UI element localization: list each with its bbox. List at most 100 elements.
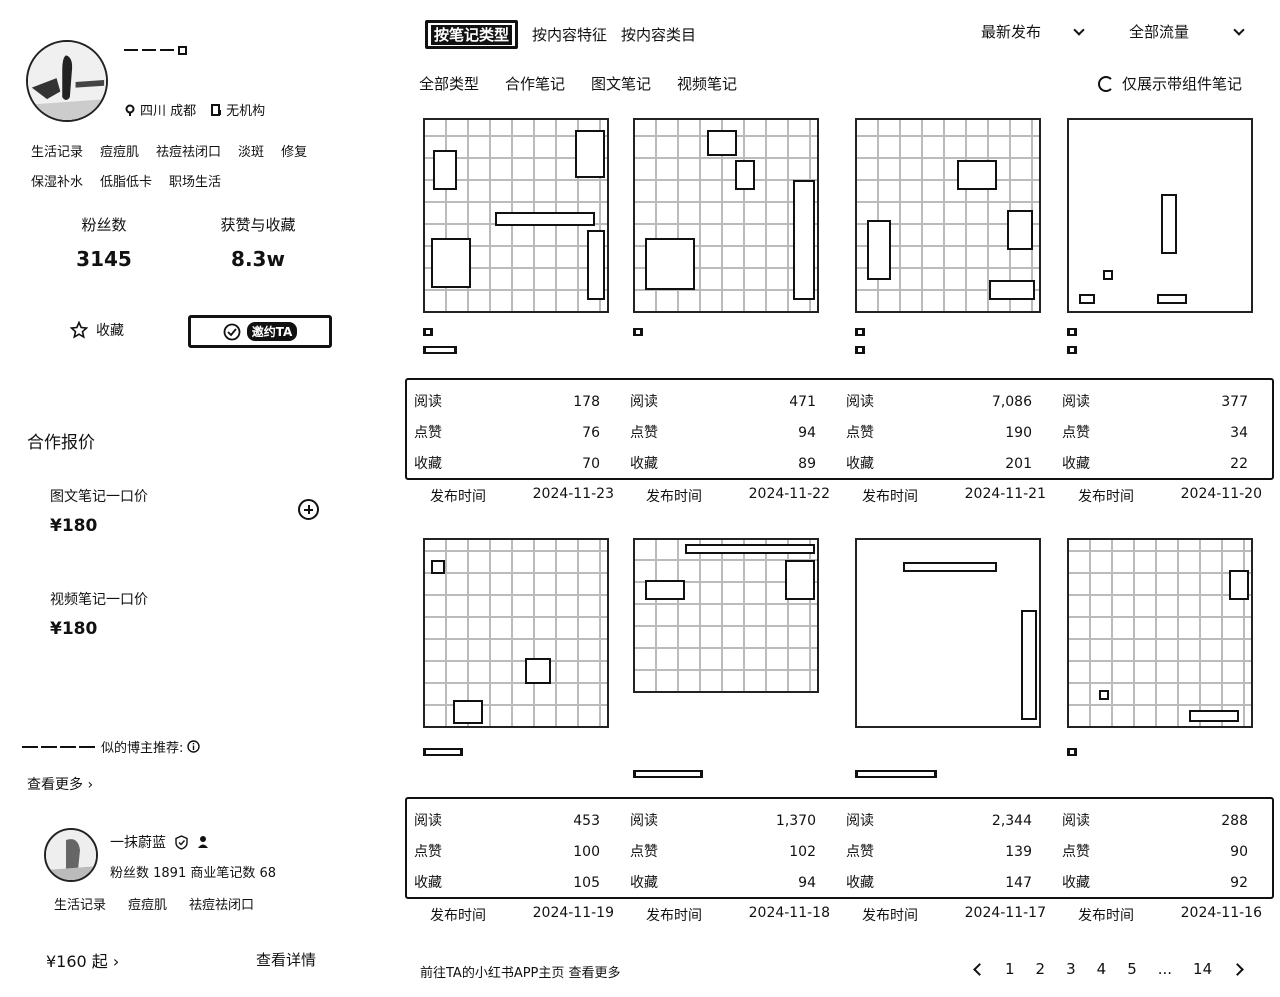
- next-page-icon[interactable]: [1231, 962, 1245, 976]
- tab-by-note-type[interactable]: 按笔记类型: [425, 20, 519, 49]
- component-only-toggle[interactable]: 仅展示带组件笔记: [1098, 73, 1242, 94]
- read-value: 471: [789, 394, 816, 410]
- page-number[interactable]: 2: [1035, 960, 1046, 978]
- note-title-redacted: [1067, 748, 1077, 756]
- date-label: 发布时间: [1078, 908, 1134, 924]
- date-value: 2024-11-18: [748, 905, 830, 921]
- note-title-redacted: [633, 770, 703, 778]
- page-number[interactable]: 3: [1066, 960, 1076, 978]
- star-icon: [70, 321, 88, 339]
- note-thumbnail[interactable]: [423, 118, 609, 313]
- date-label: 发布时间: [430, 489, 486, 505]
- prev-page-icon[interactable]: [973, 962, 986, 976]
- app-homepage-link[interactable]: 前往TA的小红书APP主页 查看更多: [420, 966, 621, 981]
- page-number[interactable]: 5: [1127, 960, 1137, 978]
- info-icon[interactable]: [187, 740, 201, 753]
- note-thumbnail[interactable]: [423, 538, 609, 728]
- price-value: ¥180: [50, 516, 98, 536]
- rec-name-row: 一抹蔚蓝: [110, 832, 209, 852]
- note-thumbnail[interactable]: [855, 118, 1041, 313]
- toggle-label: 仅展示带组件笔记: [1122, 75, 1243, 93]
- price-label: 视频笔记一口价: [50, 592, 148, 608]
- note-stats: 阅读 288 点赞 90 收藏 92: [1062, 806, 1248, 899]
- like-value: 90: [1230, 844, 1248, 860]
- page-number[interactable]: 1: [1005, 960, 1015, 978]
- page-number[interactable]: 4: [1096, 960, 1107, 978]
- plus-circle-icon[interactable]: [298, 499, 319, 520]
- traffic-dropdown[interactable]: 全部流量: [1129, 21, 1245, 42]
- similar-title-text: 似的博主推荐:: [101, 741, 184, 756]
- tag: 祛痘祛闭口: [156, 145, 222, 160]
- rec-avatar[interactable]: [44, 828, 98, 882]
- read-label: 阅读: [630, 394, 658, 410]
- fans-label: 粉丝数: [81, 216, 127, 234]
- note-title-redacted: [855, 328, 865, 354]
- like-value: 100: [573, 844, 600, 860]
- rec-tag-list: 生活记录 痘痘肌 祛痘祛闭口: [54, 894, 254, 913]
- note-title-redacted: [633, 328, 643, 336]
- tab-by-content-category[interactable]: 按内容类目: [621, 26, 697, 44]
- note-thumbnail[interactable]: [633, 118, 819, 313]
- note-stats: 阅读 453 点赞 100 收藏 105: [414, 806, 600, 899]
- date-value: 2024-11-23: [532, 486, 614, 502]
- tab-image-notes[interactable]: 图文笔记: [591, 75, 652, 93]
- tag: 职场生活: [169, 175, 222, 190]
- date-label: 发布时间: [862, 489, 918, 505]
- date-value: 2024-11-20: [1180, 486, 1262, 502]
- note-title-redacted: [1067, 328, 1077, 354]
- page-number[interactable]: 14: [1193, 960, 1213, 978]
- view-detail-link[interactable]: 查看详情: [256, 951, 317, 969]
- avatar[interactable]: [26, 40, 108, 122]
- tag: 保湿补水: [31, 175, 84, 190]
- fav-label: 收藏: [414, 456, 442, 472]
- note-thumbnail[interactable]: [633, 538, 819, 693]
- rec-stats: 粉丝数 1891 商业笔记数 68: [110, 866, 277, 881]
- read-label: 阅读: [846, 394, 874, 410]
- sort-dropdown[interactable]: 最新发布: [981, 21, 1085, 42]
- publish-date: 发布时间 2024-11-16: [1078, 905, 1262, 925]
- fav-label: 收藏: [846, 875, 874, 891]
- rec-name[interactable]: 一抹蔚蓝: [110, 835, 166, 851]
- favorite-button[interactable]: 收藏: [70, 320, 124, 340]
- tab-by-content-feature[interactable]: 按内容特征: [532, 26, 608, 44]
- fav-label: 收藏: [1062, 875, 1090, 891]
- read-label: 阅读: [1062, 813, 1090, 829]
- note-title-redacted: [423, 328, 457, 354]
- note-thumbnail[interactable]: [855, 538, 1041, 728]
- read-label: 阅读: [1062, 394, 1090, 410]
- tab-video-notes[interactable]: 视频笔记: [677, 75, 738, 93]
- fav-label: 收藏: [630, 456, 658, 472]
- read-value: 1,370: [775, 813, 816, 829]
- price-item: 视频笔记一口价 ¥180: [50, 589, 148, 639]
- tag: 低脂低卡: [100, 175, 153, 190]
- loading-spinner-icon: [1098, 75, 1114, 92]
- date-value: 2024-11-16: [1180, 905, 1262, 921]
- see-more-link[interactable]: 查看更多 ›: [27, 777, 94, 793]
- like-label: 点赞: [1062, 425, 1090, 441]
- read-value: 178: [573, 394, 600, 410]
- location-pin-icon: [125, 104, 135, 116]
- tag: 痘痘肌: [128, 898, 168, 913]
- note-stats: 阅读 178 点赞 76 收藏 70: [414, 387, 600, 480]
- publish-date: 发布时间 2024-11-17: [862, 905, 1046, 925]
- fav-value: 105: [573, 875, 600, 891]
- date-value: 2024-11-17: [964, 905, 1046, 921]
- pricing-title: 合作报价: [27, 433, 95, 453]
- tab-collab-notes[interactable]: 合作笔记: [505, 75, 566, 93]
- favorite-label: 收藏: [96, 323, 124, 339]
- read-value: 377: [1221, 394, 1248, 410]
- likes-label: 获赞与收藏: [220, 216, 296, 234]
- fav-value: 201: [1005, 456, 1032, 472]
- note-title-redacted: [855, 770, 937, 778]
- read-value: 288: [1221, 813, 1248, 829]
- date-value: 2024-11-22: [748, 486, 830, 502]
- rec-price[interactable]: ¥160 起 ›: [46, 952, 120, 971]
- invite-button[interactable]: 邀约TA: [188, 315, 332, 348]
- note-thumbnail[interactable]: [1067, 538, 1253, 728]
- tag-list: 保湿补水 低脂低卡 职场生活: [31, 171, 221, 190]
- note-thumbnail[interactable]: [1067, 118, 1253, 313]
- similar-title: 似的博主推荐:: [22, 737, 201, 756]
- tab-all-types[interactable]: 全部类型: [419, 75, 480, 93]
- note-stats: 阅读 2,344 点赞 139 收藏 147: [846, 806, 1032, 899]
- read-label: 阅读: [414, 813, 442, 829]
